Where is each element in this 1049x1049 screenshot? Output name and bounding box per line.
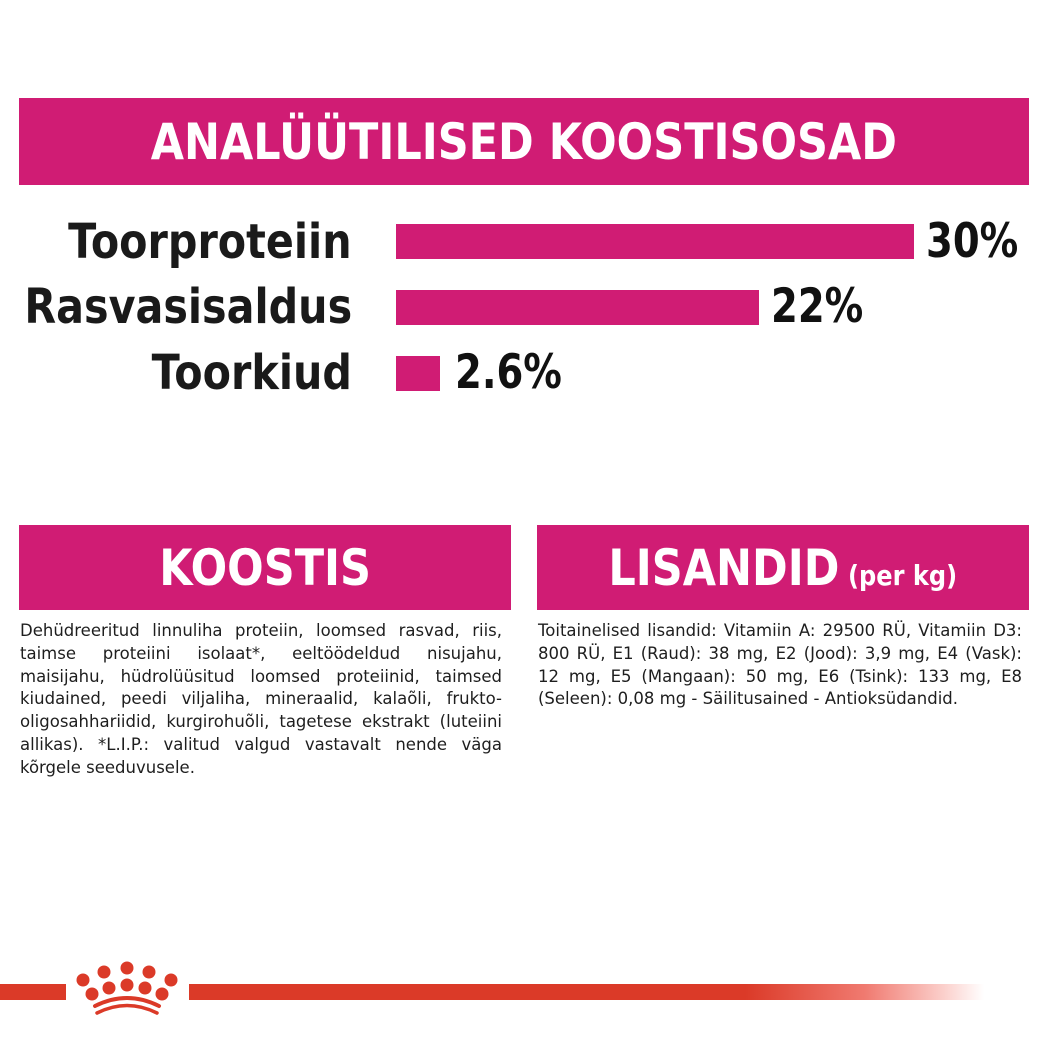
composition-text: Dehüdreeritud linnuliha proteiin, loomse… [20,621,502,777]
additives-title: LISANDID (per kg) [609,539,958,597]
composition-title: KOOSTIS [159,538,371,597]
bar-row-fiber: Toorkiud 2.6% [0,343,1049,403]
composition-header-banner: KOOSTIS [19,525,511,610]
additives-title-text: LISANDID [608,538,840,597]
bar-value: 22% [771,279,864,334]
bar-fiber [396,356,440,391]
analysis-title: ANALÜÜTILISED KOOSTISOSAD [150,112,898,171]
analysis-header-banner: ANALÜÜTILISED KOOSTISOSAD [19,98,1029,185]
bar-row-protein: Toorproteiin 30% [0,212,1049,272]
additives-text: Toitainelised lisandid: Vitamiin A: 2950… [538,621,1022,709]
bar-label: Toorkiud [151,345,352,401]
bar-value: 2.6% [455,345,562,400]
bar-protein [396,224,914,259]
bar-row-fat: Rasvasisaldus 22% [0,277,1049,337]
footer-line-left [0,984,66,1000]
additives-header-banner: LISANDID (per kg) [537,525,1029,610]
bar-value: 30% [926,214,1019,269]
footer-line-right [189,984,984,1000]
additives-subtitle: (per kg) [848,558,958,592]
bar-label: Toorproteiin [68,214,352,270]
bar-label: Rasvasisaldus [24,279,352,335]
crown-logo-icon [76,961,178,1015]
bar-fat [396,290,759,325]
